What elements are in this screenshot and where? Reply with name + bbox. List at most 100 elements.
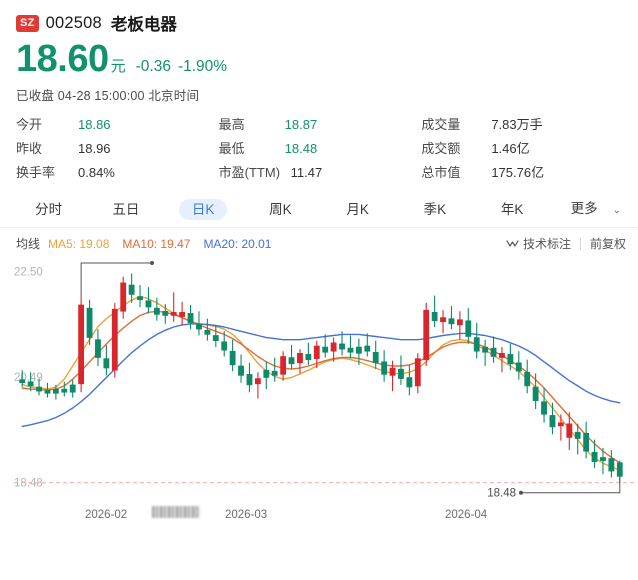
- quote-cell-turnover-rate: 换手率 0.84%: [16, 162, 219, 181]
- market-status: 已收盘 04-28 15:00:00 北京时间: [16, 88, 200, 103]
- redacted-annotation-label: [152, 505, 200, 518]
- candle-body: [95, 339, 101, 358]
- candle-body: [583, 432, 590, 452]
- candle-body: [313, 345, 320, 359]
- quote-cell-prev-close: 昨收 18.96: [16, 138, 219, 157]
- candle-body: [271, 370, 278, 376]
- tab-quarterly-k[interactable]: 季K: [396, 197, 473, 223]
- candle-body: [591, 451, 598, 462]
- ma20-legend: MA20: 20.01: [203, 236, 272, 251]
- ma-line-ma20: [21, 323, 621, 427]
- quote-label: 最高: [218, 116, 245, 132]
- candle-body: [608, 458, 615, 472]
- candle-body: [541, 401, 547, 415]
- quote-value: 0.84%: [78, 164, 115, 180]
- y-axis-tick-label: 22.50: [14, 266, 43, 278]
- candle-body: [465, 320, 472, 337]
- tab-five-day[interactable]: 五日: [87, 197, 164, 223]
- technical-annotation-button[interactable]: 技术标注: [522, 237, 571, 252]
- quote-value: 7.83万手: [491, 116, 543, 132]
- quote-cell-open: 今开 18.86: [16, 114, 219, 133]
- moving-average-legend: 均线 MA5: 19.08 MA10: 19.47 MA20: 20.01 技术…: [0, 231, 638, 257]
- quote-label: 成交量: [421, 116, 461, 132]
- chart-x-axis: 2026-02 2026-03 2026-04: [0, 507, 638, 533]
- candle-body: [36, 386, 42, 392]
- wave-chart-icon: [506, 237, 519, 251]
- candle-body: [330, 342, 337, 352]
- ma-line-ma10: [21, 310, 621, 464]
- candle-body: [532, 386, 539, 401]
- candle-body: [347, 347, 354, 353]
- tab-label: 五日: [112, 201, 140, 217]
- quote-value: 18.86: [78, 116, 111, 132]
- tab-label: 月K: [346, 201, 369, 217]
- tab-monthly-k[interactable]: 月K: [319, 197, 396, 223]
- candle-body: [204, 329, 211, 335]
- adjust-type-button[interactable]: 前复权: [589, 237, 626, 252]
- candle-body: [137, 296, 143, 300]
- candle-body: [212, 335, 219, 341]
- candle-body: [52, 388, 59, 394]
- candle-body: [524, 371, 531, 387]
- candle-body: [456, 319, 463, 326]
- last-price: 18.60: [16, 38, 109, 80]
- quote-cell-pe-ttm: 市盈(TTM) 11.47: [219, 162, 422, 181]
- top-annotation-leader-line: [80, 262, 152, 298]
- candle-body: [254, 378, 261, 385]
- candle-body: [280, 356, 287, 375]
- tab-weekly-k[interactable]: 周K: [242, 197, 319, 223]
- candle-body: [448, 318, 455, 325]
- quote-label: 成交额: [421, 140, 461, 156]
- candle-body: [162, 310, 169, 316]
- tab-yearly-k[interactable]: 年K: [474, 197, 551, 223]
- candle-body: [238, 365, 244, 376]
- candle-body: [297, 352, 303, 363]
- candle-body: [322, 346, 329, 353]
- quote-label: 今开: [16, 116, 43, 132]
- quote-label: 最低: [218, 140, 245, 156]
- quote-cell-low: 最低 18.48: [219, 138, 422, 157]
- candle-body: [111, 308, 118, 371]
- quote-header: SZ 002508 老板电器 18.60 元 -0.36 -1.90% 已收盘 …: [0, 0, 638, 104]
- tab-label: 分时: [35, 201, 63, 217]
- candle-body: [507, 353, 514, 365]
- tab-label: 季K: [423, 201, 447, 217]
- tab-more[interactable]: 更多 ⌄: [551, 196, 628, 224]
- price-currency-unit: 元: [110, 58, 126, 75]
- candle-body: [482, 346, 489, 353]
- candle-body: [288, 357, 295, 365]
- y-axis-tick-label: 18.48: [14, 478, 43, 490]
- tab-label: 周K: [269, 201, 292, 217]
- candle-body: [170, 311, 177, 316]
- exchange-badge: SZ: [16, 14, 39, 32]
- candle-body: [44, 389, 51, 394]
- candlestick-chart[interactable]: 22.50 20.49 18.48 18.48: [0, 257, 638, 518]
- candle-body: [364, 345, 371, 352]
- candle-body: [221, 341, 228, 351]
- candle-body: [78, 304, 85, 385]
- candle-body: [600, 457, 606, 461]
- quote-label: 总市值: [421, 164, 461, 180]
- tab-label: 更多: [570, 200, 598, 216]
- quote-grid: 今开 18.86 最高 18.87 成交量 7.83万手 昨收 18.96 最低…: [0, 114, 638, 181]
- tab-daily-k[interactable]: 日K: [165, 197, 242, 223]
- candle-body: [389, 367, 396, 376]
- candle-body: [179, 311, 186, 317]
- chart-options: 技术标注 前复权: [506, 235, 626, 252]
- candle-body: [616, 462, 623, 477]
- tab-fenshi[interactable]: 分时: [10, 197, 87, 223]
- chevron-down-icon: ⌄: [612, 204, 622, 216]
- candle-body: [499, 352, 505, 358]
- quote-cell-turnover-amount: 成交额 1.46亿: [421, 138, 624, 157]
- candle-body: [103, 358, 110, 369]
- candle-body: [187, 312, 194, 324]
- candle-body: [440, 317, 446, 322]
- quote-value: 18.48: [284, 140, 318, 156]
- last-price-leader-line: [521, 476, 621, 494]
- top-annotation-marker: [150, 260, 154, 265]
- candle-body: [414, 358, 421, 387]
- candle-body: [86, 307, 93, 338]
- candle-body: [145, 300, 152, 308]
- candle-body: [398, 368, 404, 379]
